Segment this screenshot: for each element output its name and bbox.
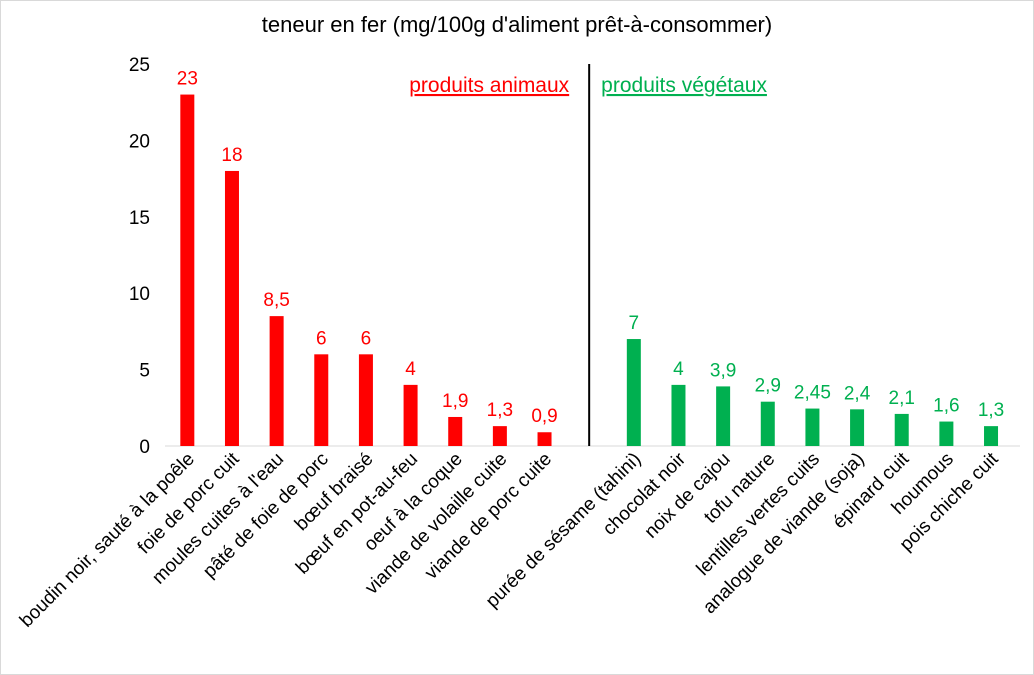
data-label: 4 [673,359,684,380]
bar [180,94,195,446]
data-label: 1,3 [978,400,1004,421]
bar [716,386,731,446]
bar [671,384,686,446]
bar [760,401,775,446]
bar [894,413,909,446]
y-tick-label: 10 [129,284,150,305]
group-label-animal: produits animaux [409,74,569,97]
bar [358,354,373,446]
data-label: 2,9 [755,376,781,397]
data-label: 1,6 [933,396,959,417]
bar [492,426,507,446]
y-tick-label: 5 [139,361,150,382]
data-label: 18 [221,145,242,166]
bar [984,426,999,446]
bars [180,94,999,446]
category-label: boudin noir, sauté à la poêle [16,449,199,632]
data-label: 1,9 [442,391,468,412]
bar [626,339,641,446]
data-label: 4 [405,359,416,380]
y-axis: 0 5 10 15 20 25 [129,55,150,458]
bar [224,170,239,446]
y-tick-label: 0 [139,437,150,458]
data-label: 2,4 [844,383,871,404]
bar [448,416,463,446]
data-label: 2,45 [794,383,831,404]
bar [537,432,552,446]
data-label: 6 [361,328,372,349]
bar [939,421,954,446]
data-label: 2,1 [889,388,915,409]
group-label-vegetal: produits végétaux [601,74,767,97]
data-label: 3,9 [710,360,736,381]
bar [314,354,329,446]
data-label: 8,5 [263,290,289,311]
y-tick-label: 25 [129,55,150,76]
y-tick-label: 20 [129,131,150,152]
bar [850,409,865,446]
bar [805,408,820,446]
bar [269,316,284,446]
chart-title: teneur en fer (mg/100g d'aliment prêt-à-… [262,12,772,37]
data-label: 0,9 [531,406,557,427]
data-label: 1,3 [487,400,513,421]
data-label: 7 [629,313,640,334]
y-tick-label: 15 [129,208,150,229]
bar [403,384,418,446]
data-label: 6 [316,328,327,349]
data-label: 23 [177,69,198,90]
data-labels: 23 18 8,5 6 6 4 1,9 1,3 0,9 7 4 3,9 2,9 2,45 2,4 2,1 1,6… [177,69,1004,428]
